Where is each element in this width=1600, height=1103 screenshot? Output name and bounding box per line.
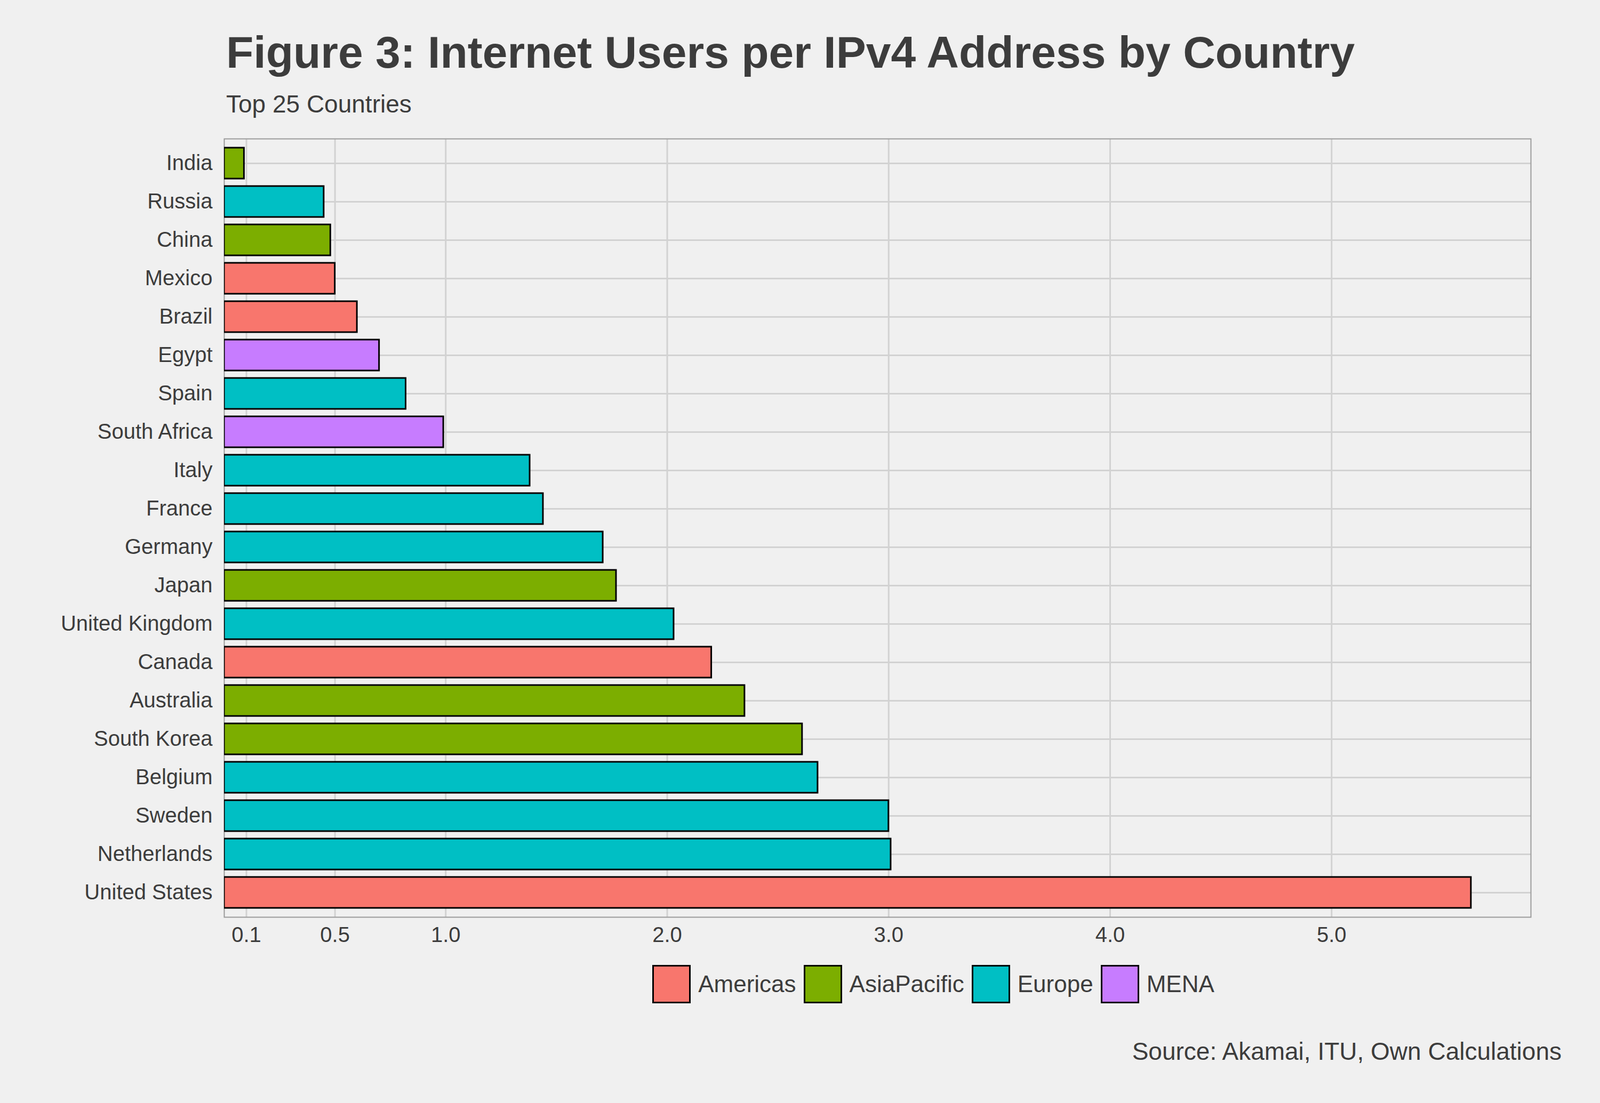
- svg-text:France: France: [146, 496, 213, 520]
- svg-text:Mexico: Mexico: [145, 266, 213, 290]
- svg-text:4.0: 4.0: [1095, 923, 1126, 947]
- html-text:AsiaPacific: AsiaPacific: [849, 971, 965, 998]
- svg-text:United States: United States: [84, 880, 213, 904]
- svg-text:5.0: 5.0: [1316, 923, 1347, 947]
- html-text:Europe: Europe: [1017, 971, 1094, 998]
- svg-text:India: India: [166, 150, 213, 175]
- svg-text:2.0: 2.0: [652, 923, 683, 947]
- svg-text:Spain: Spain: [157, 381, 213, 405]
- svg-text:Canada: Canada: [137, 650, 213, 674]
- html-text:Figure 3: Internet Users per I: Figure 3: Internet Users per IPv4 Addres…: [226, 27, 1355, 78]
- svg-text:Germany: Germany: [124, 534, 213, 559]
- html-text:MENA: MENA: [1146, 971, 1215, 998]
- svg-text:South Africa: South Africa: [97, 419, 213, 444]
- svg-text:Russia: Russia: [147, 189, 213, 213]
- svg-text:Japan: Japan: [154, 573, 213, 597]
- svg-text:Brazil: Brazil: [158, 304, 213, 328]
- html-text:Source: Akamai, ITU, Own Calcu: Source: Akamai, ITU, Own Calculations: [1132, 1037, 1562, 1066]
- svg-text:1.0: 1.0: [430, 923, 461, 947]
- html-text:Top 25 Countries: Top 25 Countries: [226, 90, 412, 118]
- svg-text:Netherlands: Netherlands: [97, 842, 213, 866]
- svg-text:3.0: 3.0: [873, 923, 904, 947]
- svg-text:United Kingdom: United Kingdom: [60, 611, 213, 636]
- svg-text:Egypt: Egypt: [157, 342, 213, 367]
- svg-text:Belgium: Belgium: [135, 765, 213, 789]
- svg-text:Australia: Australia: [129, 688, 213, 712]
- svg-text:0.5: 0.5: [320, 923, 350, 947]
- svg-text:China: China: [156, 227, 213, 252]
- svg-text:South Korea: South Korea: [93, 726, 213, 751]
- svg-text:0.1: 0.1: [231, 923, 262, 947]
- html-text:Americas: Americas: [698, 971, 797, 998]
- svg-text:Sweden: Sweden: [135, 803, 213, 828]
- svg-text:Italy: Italy: [173, 458, 213, 482]
